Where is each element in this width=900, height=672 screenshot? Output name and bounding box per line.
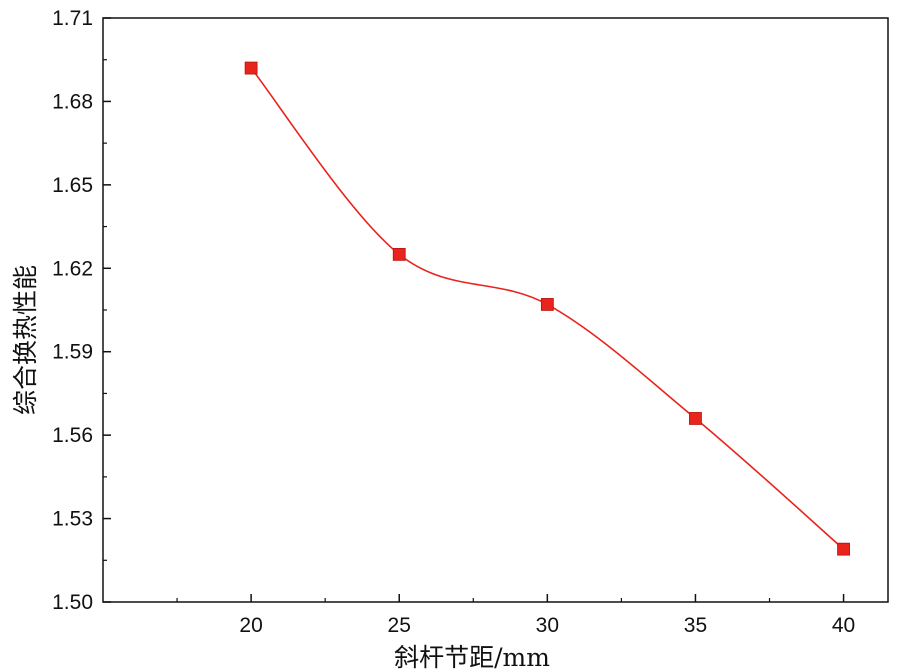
y-tick-label: 1.65 [52,174,93,197]
y-tick-label: 1.56 [52,424,93,447]
y-axis-ticks: 1.50 1.53 1.56 1.59 1.62 1.65 1.68 1.71 [52,7,111,614]
data-point [244,61,258,75]
x-axis-ticks: 20 25 30 35 40 [176,594,855,637]
data-point [392,247,406,261]
x-tick-label: 40 [832,614,855,637]
x-axis-title: 斜杆节距/mm [394,643,550,672]
y-tick-label: 1.59 [52,341,93,364]
y-tick-label: 1.62 [52,257,93,280]
x-tick-label: 25 [388,614,411,637]
y-tick-label: 1.50 [52,591,93,614]
y-axis-title: 综合换热性能 [11,265,40,415]
data-points [244,61,850,556]
plot-frame [102,17,889,603]
x-tick-label: 20 [239,614,262,637]
x-tick-label: 30 [536,614,559,637]
x-tick-label: 35 [684,614,707,637]
data-point [540,298,554,311]
data-point [837,542,850,556]
y-tick-label: 1.71 [52,7,93,30]
y-tick-label: 1.68 [52,90,93,113]
data-point [689,412,702,425]
y-tick-label: 1.53 [52,508,93,531]
